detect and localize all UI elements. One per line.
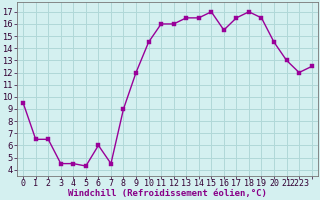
X-axis label: Windchill (Refroidissement éolien,°C): Windchill (Refroidissement éolien,°C): [68, 189, 267, 198]
